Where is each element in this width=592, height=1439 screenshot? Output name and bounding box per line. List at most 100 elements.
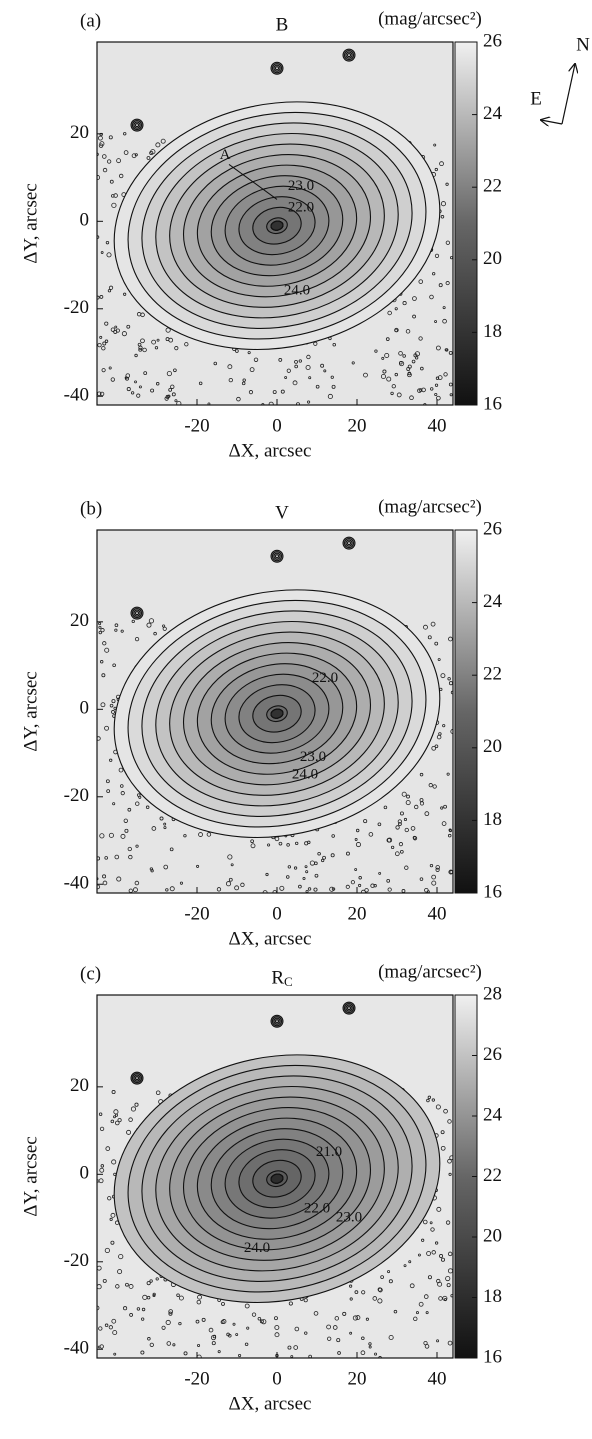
noise (436, 1339, 440, 1343)
noise (442, 306, 446, 310)
y-tick-label: -20 (64, 297, 89, 318)
noise (136, 1307, 141, 1311)
noise (131, 619, 135, 623)
noise (403, 1264, 407, 1268)
noise (162, 626, 167, 631)
colorbar-tick-label: 22 (483, 1165, 502, 1186)
noise (108, 366, 112, 370)
noise (445, 1275, 451, 1282)
noise (98, 1326, 103, 1331)
noise (164, 396, 169, 401)
noise (317, 851, 321, 856)
noise (440, 1257, 445, 1262)
noise (358, 876, 362, 880)
noise (228, 377, 233, 383)
noise (179, 881, 184, 885)
x-tick-label: 0 (272, 903, 282, 924)
star-contour (135, 611, 139, 616)
noise (320, 363, 325, 368)
noise (307, 887, 312, 891)
noise (165, 1319, 171, 1326)
contour-label: 22.0 (288, 200, 314, 216)
noise (120, 629, 124, 633)
noise (414, 804, 419, 810)
panel-label: (c) (80, 963, 101, 984)
colorbar-label: (mag/arcsec²) (378, 496, 482, 517)
noise (449, 1155, 453, 1161)
north-label: N (576, 34, 590, 55)
noise (298, 884, 302, 889)
noise (123, 1306, 128, 1311)
noise (134, 1102, 139, 1107)
noise (443, 1108, 448, 1114)
noise (116, 158, 122, 164)
y-tick-label: -40 (64, 385, 89, 406)
noise (309, 860, 315, 866)
noise (443, 372, 448, 377)
noise (435, 867, 440, 872)
noise (230, 863, 234, 867)
noise (99, 132, 103, 137)
noise (165, 327, 171, 333)
noise (307, 400, 311, 404)
noise (434, 641, 439, 646)
y-tick-label: -20 (64, 785, 89, 806)
noise (253, 357, 259, 362)
noise (113, 1115, 116, 1119)
noise (176, 1293, 180, 1297)
contour-decor (270, 1173, 284, 1184)
colorbar-tick-label: 18 (483, 321, 502, 342)
noise (168, 388, 173, 392)
noise (221, 1319, 227, 1324)
noise (293, 1345, 299, 1350)
x-tick-label: 20 (348, 1368, 367, 1389)
noise (132, 887, 138, 893)
noise (448, 828, 452, 832)
noise (421, 1238, 425, 1242)
noise (314, 873, 319, 878)
noise (136, 393, 141, 398)
noise (434, 383, 439, 387)
noise (99, 141, 105, 147)
noise (111, 202, 117, 208)
noise (99, 1126, 105, 1132)
noise (428, 783, 433, 788)
noise (313, 887, 318, 892)
noise (432, 272, 436, 276)
annotation: A (220, 147, 231, 163)
noise (434, 167, 438, 172)
x-axis-label: ΔX, arcsec (229, 1393, 312, 1414)
noise (100, 251, 104, 254)
noise (104, 1247, 110, 1254)
noise (355, 842, 361, 848)
contour-label: 21.0 (316, 1144, 342, 1160)
noise (446, 772, 450, 776)
noise (407, 372, 412, 378)
contour-label: 23.0 (288, 178, 314, 194)
noise (126, 1129, 132, 1135)
noise (120, 784, 124, 788)
noise (106, 159, 112, 164)
noise (305, 870, 309, 874)
noise (349, 1284, 353, 1288)
noise (444, 348, 449, 352)
noise (98, 630, 102, 635)
noise (390, 845, 395, 849)
star-contour (347, 53, 351, 58)
noise (141, 1307, 146, 1312)
noise (405, 800, 411, 806)
noise (427, 1095, 431, 1099)
noise (120, 833, 126, 839)
noise (242, 378, 246, 382)
noise (155, 1090, 161, 1096)
noise (412, 296, 417, 301)
noise (419, 772, 424, 777)
noise (125, 1282, 129, 1287)
colorbar-tick-label: 20 (483, 1225, 502, 1246)
noise (280, 389, 285, 394)
colorbar-tick-label: 18 (483, 1286, 502, 1307)
noise (244, 1342, 249, 1347)
noise (368, 1342, 372, 1346)
contour-label: 22.0 (304, 1201, 330, 1217)
noise (361, 1336, 365, 1341)
